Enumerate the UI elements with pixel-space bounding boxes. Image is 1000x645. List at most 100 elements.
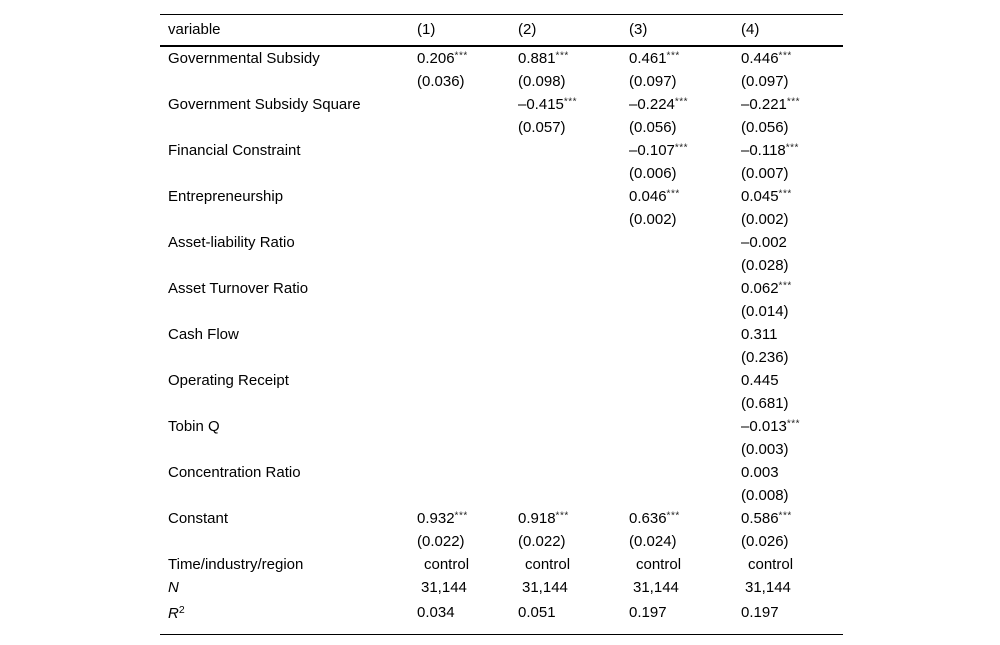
coefficient-cell xyxy=(629,323,741,346)
coefficient-cell: 0.311 xyxy=(741,326,778,343)
std-error-cell xyxy=(629,254,741,277)
std-error-cell: (0.098) xyxy=(518,73,566,90)
significance-stars: *** xyxy=(666,188,680,200)
coefficient-cell xyxy=(518,323,629,346)
std-error-cell xyxy=(417,162,518,185)
std-error-cell: (0.014) xyxy=(741,303,789,320)
variable-coef-row: Tobin Q –0.013*** xyxy=(160,415,843,438)
std-error-cell xyxy=(417,392,518,415)
std-error-cell: (0.024) xyxy=(629,533,677,550)
coefficient-cell: 0.446*** xyxy=(741,50,792,67)
coefficient-cell: –0.013*** xyxy=(741,418,801,435)
empty-label-cell xyxy=(160,70,417,93)
summary-row: R2 0.034 0.051 0.197 0.197 xyxy=(160,599,843,635)
variable-coef-row: Operating Receipt 0.445 xyxy=(160,369,843,392)
std-error-cell: (0.006) xyxy=(629,165,677,182)
significance-stars: *** xyxy=(454,50,468,62)
empty-label-cell xyxy=(160,208,417,231)
coefficient-cell xyxy=(518,277,629,300)
significance-stars: *** xyxy=(786,418,801,430)
coefficient-cell: –0.415*** xyxy=(518,96,578,113)
coefficient-cell xyxy=(417,185,518,208)
variable-label: Financial Constraint xyxy=(168,142,301,159)
variable-label: Government Subsidy Square xyxy=(168,96,361,113)
std-error-cell xyxy=(417,300,518,323)
std-error-cell: (0.003) xyxy=(741,441,789,458)
column-header-variable: variable xyxy=(160,14,417,47)
variable-se-row: (0.003) xyxy=(160,438,843,461)
empty-label-cell xyxy=(160,300,417,323)
coefficient-cell xyxy=(417,415,518,438)
coefficient-cell xyxy=(518,139,629,162)
summary-value-cell: 31,144 xyxy=(745,579,791,596)
std-error-cell xyxy=(518,208,629,231)
coefficient-cell: 0.918*** xyxy=(518,510,569,527)
coefficient-cell: 0.881*** xyxy=(518,50,569,67)
significance-stars: *** xyxy=(563,96,578,108)
coefficient-cell xyxy=(518,231,629,254)
std-error-cell xyxy=(417,254,518,277)
variable-se-row: (0.022) (0.022) (0.024) (0.026) xyxy=(160,530,843,553)
variable-coef-row: Asset-liability Ratio –0.002 xyxy=(160,231,843,254)
empty-label-cell xyxy=(160,530,417,553)
empty-label-cell xyxy=(160,438,417,461)
std-error-cell xyxy=(518,392,629,415)
coefficient-cell xyxy=(518,369,629,392)
empty-label-cell xyxy=(160,484,417,507)
coefficient-cell xyxy=(417,139,518,162)
std-error-cell: (0.022) xyxy=(417,533,465,550)
regression-results-table: variable (1) (2) (3) (4) Governmental Subsid… xyxy=(160,14,843,635)
coefficient-cell: –0.118*** xyxy=(741,142,799,159)
std-error-cell xyxy=(629,484,741,507)
coefficient-cell xyxy=(629,415,741,438)
summary-row: Time/industry/region control control contro… xyxy=(160,553,843,576)
variable-coef-row: Constant 0.932*** 0.918*** 0.636*** 0.586*** xyxy=(160,507,843,530)
significance-stars: *** xyxy=(555,50,569,62)
label-superscript: 2 xyxy=(178,604,185,616)
coefficient-cell: 0.636*** xyxy=(629,510,680,527)
std-error-cell: (0.008) xyxy=(741,487,789,504)
summary-value-cell: control xyxy=(424,556,470,573)
variable-label: Cash Flow xyxy=(168,326,239,343)
summary-value-cell: 0.197 xyxy=(629,603,667,621)
coefficient-cell xyxy=(629,461,741,484)
coefficient-cell: 0.206*** xyxy=(417,50,468,67)
coefficient-cell xyxy=(629,369,741,392)
variable-se-row: (0.002) (0.002) xyxy=(160,208,843,231)
coefficient-cell xyxy=(518,415,629,438)
coefficient-cell: 0.932*** xyxy=(417,510,468,527)
coefficient-cell: –0.224*** xyxy=(629,96,689,113)
coefficient-cell xyxy=(518,185,629,208)
std-error-cell xyxy=(518,438,629,461)
empty-label-cell xyxy=(160,116,417,139)
coefficient-cell: 0.046*** xyxy=(629,188,680,205)
empty-label-cell xyxy=(160,162,417,185)
summary-value-cell: 0.197 xyxy=(741,603,779,621)
significance-stars: *** xyxy=(778,188,792,200)
coefficient-cell: 0.586*** xyxy=(741,510,792,527)
significance-stars: *** xyxy=(785,142,799,154)
std-error-cell xyxy=(629,438,741,461)
variable-label: Constant xyxy=(168,510,229,527)
regression-results-table-wrap: variable (1) (2) (3) (4) Governmental Subsid… xyxy=(160,14,843,635)
significance-stars: *** xyxy=(454,510,468,522)
coefficient-cell xyxy=(518,461,629,484)
summary-value-cell: 31,144 xyxy=(522,579,568,596)
summary-value-cell: 31,144 xyxy=(633,579,679,596)
variable-coef-row: Government Subsidy Square –0.415*** –0.224… xyxy=(160,93,843,116)
coefficient-cell: 0.062*** xyxy=(741,280,792,297)
variable-coef-row: Concentration Ratio 0.003 xyxy=(160,461,843,484)
variable-coef-row: Governmental Subsidy 0.206*** 0.881*** 0.46… xyxy=(160,46,843,70)
coefficient-cell xyxy=(629,231,741,254)
variable-se-row: (0.036) (0.098) (0.097) (0.097) xyxy=(160,70,843,93)
summary-value-cell: 0.034 xyxy=(417,603,455,621)
empty-label-cell xyxy=(160,392,417,415)
table-header-row: variable (1) (2) (3) (4) xyxy=(160,14,843,47)
significance-stars: *** xyxy=(555,510,569,522)
variable-label: Concentration Ratio xyxy=(168,464,301,481)
coefficient-cell xyxy=(417,323,518,346)
std-error-cell: (0.036) xyxy=(417,73,465,90)
std-error-cell: (0.002) xyxy=(741,211,789,228)
std-error-cell xyxy=(417,438,518,461)
variable-label: Governmental Subsidy xyxy=(168,50,320,67)
